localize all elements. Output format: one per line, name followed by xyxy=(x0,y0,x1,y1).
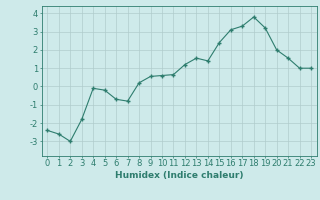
X-axis label: Humidex (Indice chaleur): Humidex (Indice chaleur) xyxy=(115,171,244,180)
